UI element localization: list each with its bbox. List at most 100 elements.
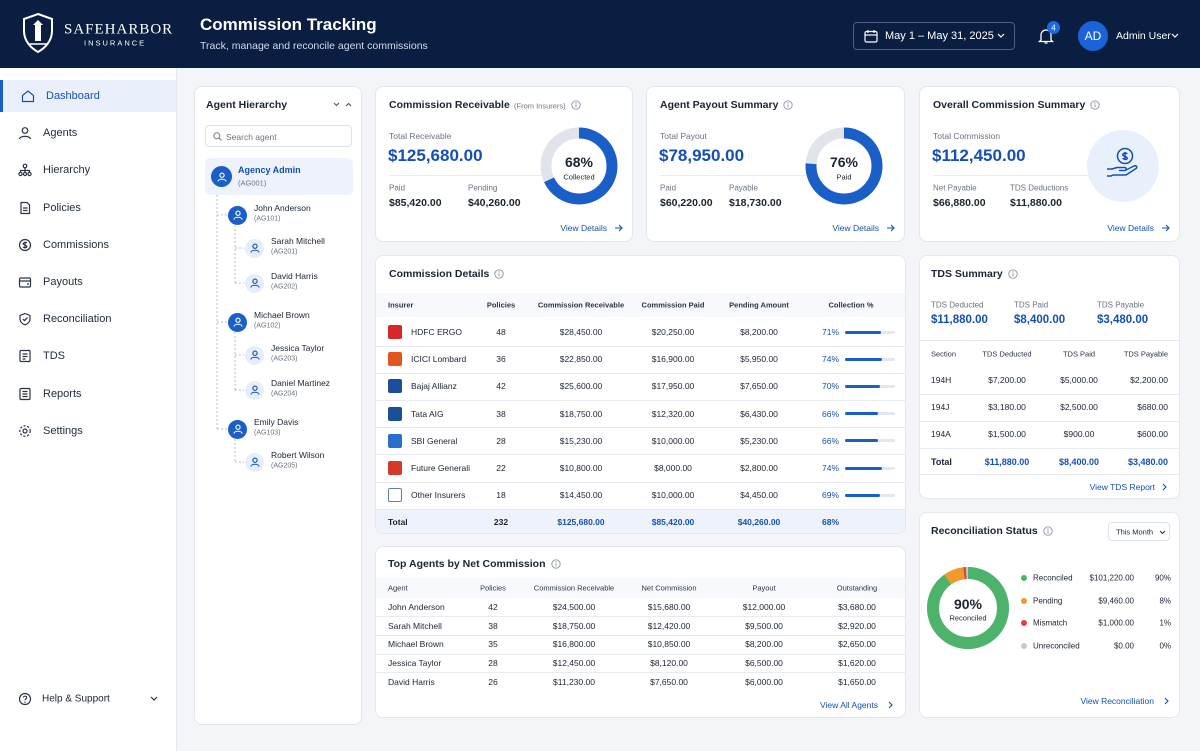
view-all-agents[interactable]: View All Agents bbox=[820, 700, 878, 710]
nav-icon bbox=[19, 387, 31, 400]
arrow-icon bbox=[1162, 224, 1170, 232]
table-cell: $2,800.00 bbox=[740, 463, 778, 473]
table-cell: $12,320.00 bbox=[651, 408, 695, 419]
agent-avatar bbox=[245, 345, 264, 365]
legend-name: Mismatch bbox=[1033, 618, 1068, 628]
stat-label: Paid bbox=[389, 183, 406, 193]
agent-node[interactable]: John Anderson (AG101) bbox=[195, 198, 363, 225]
agent-node[interactable]: David Harris (AG202) bbox=[195, 266, 363, 293]
chevron bbox=[1164, 697, 1169, 705]
agent-name: John Anderson bbox=[254, 203, 311, 213]
table-cell: $20,250.00 bbox=[651, 327, 695, 337]
divider bbox=[920, 474, 1179, 475]
table-cell: 194H bbox=[931, 375, 952, 385]
agent-avatar bbox=[245, 238, 264, 258]
root-agent[interactable]: Agency Admin (AG001) bbox=[205, 158, 353, 195]
row-divider bbox=[376, 481, 905, 483]
table-cell: $8,120.00 bbox=[650, 658, 688, 669]
nav-label: TDS bbox=[43, 350, 65, 363]
nav-item[interactable]: Settings bbox=[0, 415, 176, 447]
nav-icon bbox=[19, 350, 31, 363]
agent-name: Jessica Taylor bbox=[271, 343, 325, 353]
search-agent[interactable]: Search agent bbox=[205, 125, 352, 147]
progress-bar bbox=[845, 330, 881, 334]
nav-item[interactable]: Reconciliation bbox=[0, 303, 176, 335]
commission-details: Commission Details Insurer Policies Commiss… bbox=[375, 255, 906, 534]
logo-icon bbox=[23, 12, 53, 54]
table-cell: $12,450.00 bbox=[552, 658, 596, 669]
nav-item[interactable]: Policies bbox=[0, 192, 176, 224]
agent-node[interactable]: Emily Davis (AG103) bbox=[195, 412, 363, 439]
stat-label: TDS Payable bbox=[1097, 300, 1145, 310]
panel-title: Agent Hierarchy bbox=[206, 99, 288, 111]
progress-bar bbox=[845, 412, 878, 416]
agent-code: (AG204) bbox=[271, 390, 298, 398]
stat-value: $3,480.00 bbox=[1097, 314, 1149, 326]
table-cell: $22,850.00 bbox=[559, 354, 603, 365]
nav-icon bbox=[18, 127, 32, 140]
table-cell: $18,750.00 bbox=[559, 408, 603, 419]
donut bbox=[927, 567, 1009, 649]
table-cell: $12,420.00 bbox=[647, 620, 691, 631]
view-details[interactable]: View Details bbox=[832, 223, 879, 233]
help-support[interactable]: Help & Support bbox=[0, 684, 176, 714]
table-cell: 26 bbox=[488, 676, 498, 687]
total-label: Total Commission bbox=[933, 131, 1001, 141]
nav-item[interactable]: Reports bbox=[0, 378, 176, 410]
avatar[interactable]: AD bbox=[1078, 21, 1108, 51]
table-cell: $15,680.00 bbox=[647, 602, 691, 612]
agent-avatar bbox=[228, 205, 247, 225]
agent-hierarchy: Agent Hierarchy Search agent Agency Admin (… bbox=[194, 86, 362, 725]
row-divider bbox=[920, 420, 1179, 422]
row-divider bbox=[376, 635, 905, 636]
legend-name: Pending bbox=[1033, 596, 1063, 606]
date-picker[interactable]: May 1 – May 31, 2025 bbox=[853, 22, 1015, 50]
table-cell: 42 bbox=[488, 602, 498, 612]
legend-amount: $1,000.00 bbox=[1098, 618, 1134, 628]
user-name[interactable]: Admin User bbox=[1116, 30, 1171, 42]
view-report[interactable]: View TDS Report bbox=[1089, 482, 1155, 492]
nav-item[interactable]: Hierarchy bbox=[0, 154, 176, 186]
nav-item[interactable]: Dashboard bbox=[0, 80, 176, 112]
table-cell: $1,500.00 bbox=[988, 429, 1026, 439]
person-icon bbox=[216, 172, 227, 182]
agent-node[interactable]: Daniel Martinez (AG204) bbox=[195, 373, 363, 400]
donut-label: Reconciled bbox=[949, 613, 987, 623]
table-cell: $3,180.00 bbox=[988, 402, 1026, 412]
table-cell: Jessica Taylor bbox=[388, 658, 442, 669]
page-title: Commission Tracking bbox=[200, 15, 377, 34]
agent-node[interactable]: Michael Brown (AG102) bbox=[195, 305, 363, 332]
search-icon bbox=[213, 132, 222, 141]
nav-item[interactable]: Commissions bbox=[0, 229, 176, 261]
agent-node[interactable]: Robert Wilson (AG205) bbox=[195, 445, 363, 472]
agent-node[interactable]: Jessica Taylor (AG203) bbox=[195, 338, 363, 365]
nav-item[interactable]: Payouts bbox=[0, 266, 176, 298]
total-value: $112,450.00 bbox=[932, 146, 1026, 165]
table-cell: $15,230.00 bbox=[559, 435, 603, 446]
table-cell: $9,500.00 bbox=[745, 620, 783, 631]
table-cell: $24,500.00 bbox=[552, 602, 596, 612]
agent-code: (AG102) bbox=[254, 322, 281, 330]
legend-share: 8% bbox=[1159, 596, 1171, 606]
page-subtitle: Track, manage and reconcile agent commis… bbox=[200, 40, 428, 52]
stat-value: $85,420.00 bbox=[389, 197, 442, 209]
table-cell: 28 bbox=[488, 658, 498, 669]
view-details[interactable]: View Details bbox=[560, 223, 607, 233]
agent-node[interactable]: Sarah Mitchell (AG201) bbox=[195, 231, 363, 258]
period-select[interactable]: This Month bbox=[1108, 522, 1170, 541]
stat-value: $60,220.00 bbox=[660, 197, 713, 209]
nav-item[interactable]: TDS bbox=[0, 340, 176, 372]
total-cell: $85,420.00 bbox=[651, 517, 695, 527]
view-reconciliation[interactable]: View Reconciliation bbox=[1080, 696, 1154, 706]
donut-percent: 68% bbox=[564, 154, 594, 170]
collection-percent: 70% bbox=[822, 381, 840, 392]
view-details[interactable]: View Details bbox=[1107, 223, 1154, 233]
donut-percent: 76% bbox=[829, 154, 859, 170]
progress-bar bbox=[845, 493, 880, 497]
agent-avatar bbox=[211, 166, 232, 187]
person-icon bbox=[232, 424, 243, 434]
nav-item[interactable]: Agents bbox=[0, 117, 176, 149]
receivable-card: Commission Receivable (From Insurers) Tota… bbox=[375, 86, 633, 242]
donut-label: Collected bbox=[563, 172, 595, 182]
agent-avatar bbox=[245, 452, 264, 472]
